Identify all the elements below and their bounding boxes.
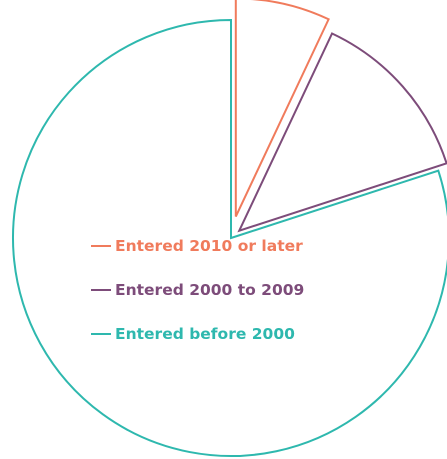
legend-label: Entered 2010 or later (115, 237, 303, 255)
legend-label: Entered before 2000 (115, 325, 295, 343)
legend-item-entered-2010-or-later: Entered 2010 or later (91, 237, 304, 256)
chart-legend: Entered 2010 or later Entered 2000 to 20… (91, 237, 304, 369)
pie-slice-entered-2000-to-2009 (237, 32, 447, 233)
pie-slices (12, 0, 447, 457)
legend-item-entered-2000-to-2009: Entered 2000 to 2009 (91, 281, 304, 300)
legend-label: Entered 2000 to 2009 (115, 281, 305, 299)
pie-slice-entered-2010-or-later (234, 0, 330, 217)
legend-item-entered-before-2000: Entered before 2000 (91, 325, 304, 344)
legend-swatch (91, 244, 111, 247)
legend-swatch (91, 332, 111, 335)
legend-swatch (91, 288, 111, 291)
pie-slice-entered-before-2000 (12, 18, 447, 457)
